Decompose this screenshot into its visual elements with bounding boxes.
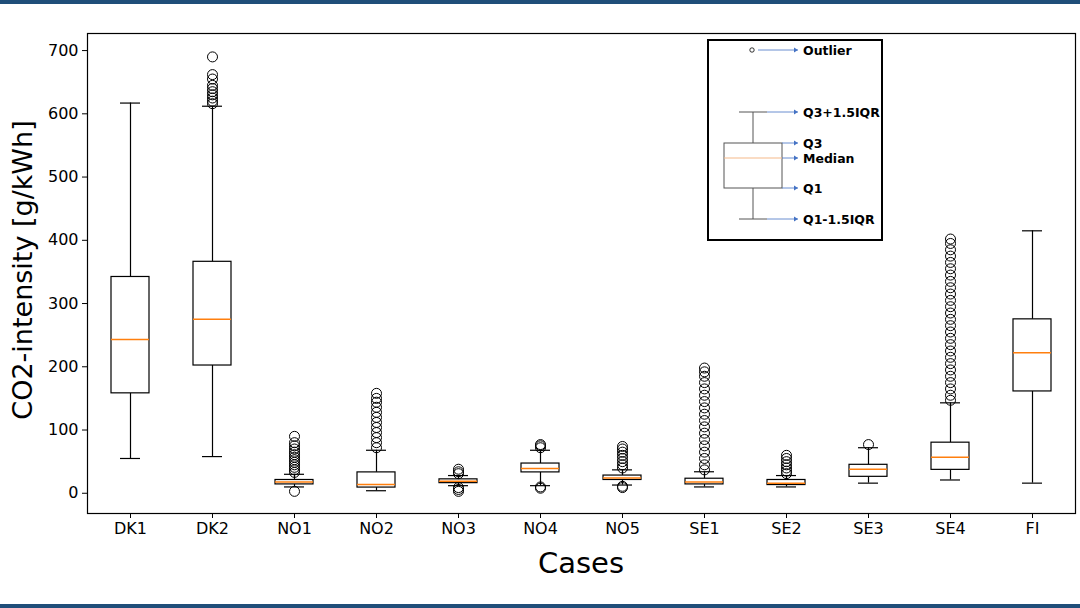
svg-text:SE4: SE4 [935,519,965,538]
svg-text:Q1-1.5IQR: Q1-1.5IQR [803,212,875,227]
svg-text:Q3: Q3 [803,136,822,151]
svg-text:NO1: NO1 [277,519,312,538]
svg-text:600: 600 [48,104,79,123]
svg-text:SE1: SE1 [689,519,719,538]
svg-text:Q3+1.5IQR: Q3+1.5IQR [803,105,880,120]
svg-text:SE2: SE2 [771,519,801,538]
svg-text:NO2: NO2 [359,519,394,538]
svg-text:Outlier: Outlier [803,43,853,58]
svg-text:700: 700 [48,41,79,60]
svg-text:Median: Median [803,151,854,166]
svg-text:300: 300 [48,294,79,313]
svg-text:DK2: DK2 [196,519,229,538]
svg-text:100: 100 [48,420,79,439]
html-text:CO2-intensity [g/kWh]: CO2-intensity [g/kWh] [6,120,38,420]
svg-text:400: 400 [48,230,79,249]
svg-text:SE3: SE3 [853,519,883,538]
svg-text:200: 200 [48,357,79,376]
svg-text:NO3: NO3 [441,519,476,538]
svg-text:NO5: NO5 [605,519,640,538]
html-text:Cases: Cases [538,546,624,580]
svg-text:0: 0 [68,483,78,502]
svg-text:Q1: Q1 [803,181,822,196]
svg-text:NO4: NO4 [523,519,558,538]
svg-text:DK1: DK1 [114,519,147,538]
svg-text:FI: FI [1026,519,1040,538]
svg-text:500: 500 [48,167,79,186]
